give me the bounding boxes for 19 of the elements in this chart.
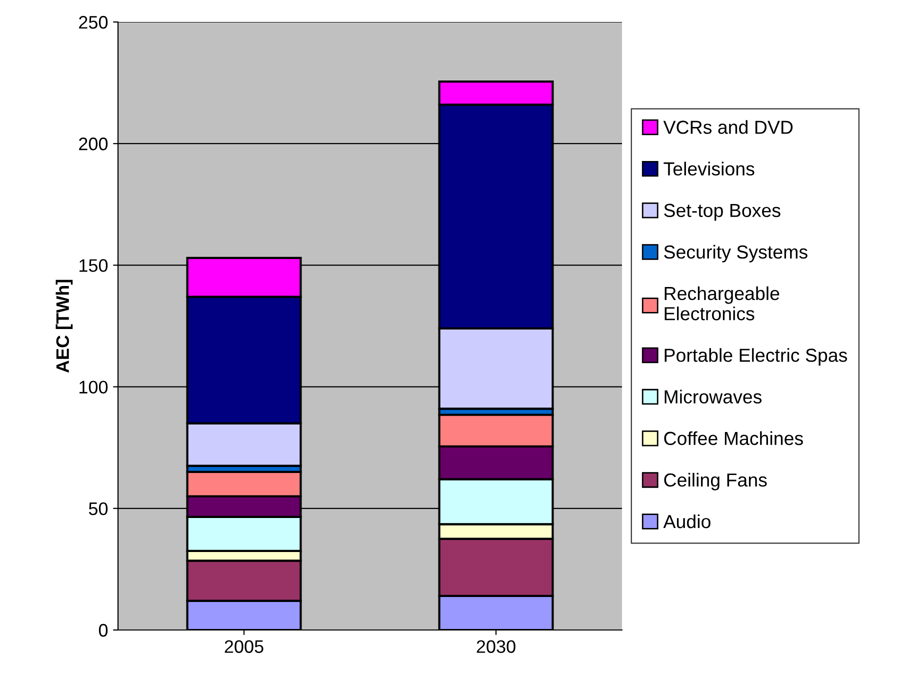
legend-label: Portable Electric Spas — [664, 348, 848, 366]
y-axis-title: AEC [TWh] — [56, 280, 73, 373]
legend-label: VCRs and DVD — [663, 120, 793, 134]
x-tick-label: 2030 — [476, 640, 516, 653]
legend-label: Televisions — [664, 162, 754, 176]
y-tick-label: 50 — [88, 502, 108, 516]
legend-label: Set-top Boxes — [664, 204, 780, 221]
legend-label: Microwaves — [664, 390, 762, 404]
legend-label: Rechargeable Electronics — [664, 286, 780, 320]
x-tick-label: 2005 — [224, 640, 264, 653]
legend-label: Security Systems — [664, 244, 808, 262]
y-tick-label: 0 — [98, 624, 108, 637]
legend-label: Ceiling Fans — [664, 472, 767, 490]
y-tick-label: 100 — [80, 380, 108, 394]
y-tick-label: 200 — [79, 138, 108, 150]
legend-label: Audio — [663, 514, 710, 528]
y-tick-label: 150 — [80, 259, 108, 272]
y-tick-label: 250 — [79, 16, 108, 29]
legend-label: Coffee Machines — [664, 431, 803, 446]
